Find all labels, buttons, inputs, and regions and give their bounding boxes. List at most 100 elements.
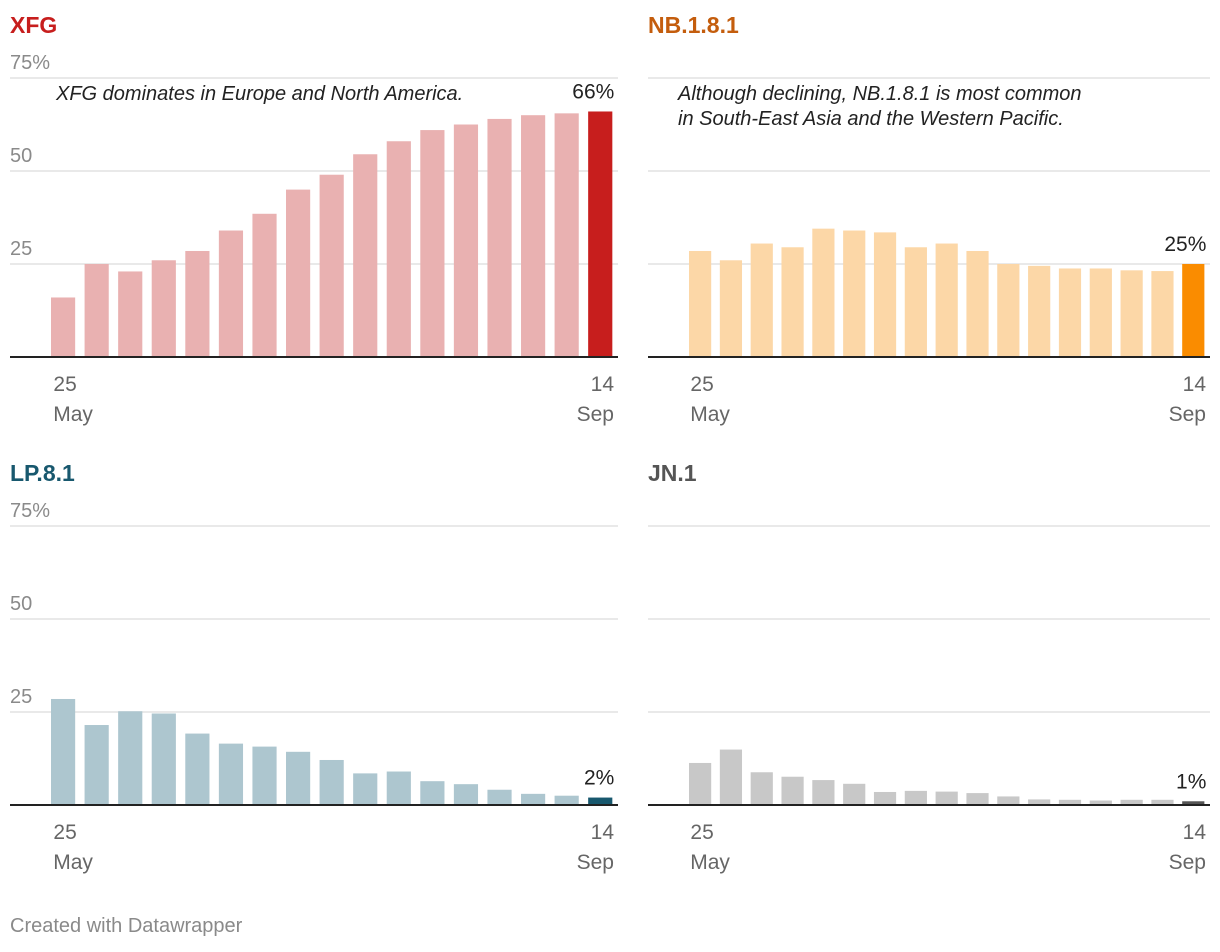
x-label-start-month-xfg: May: [53, 403, 93, 426]
bar-jn-1-12: [1028, 799, 1051, 805]
bar-nb-1-8-1-3: [750, 243, 773, 357]
footer-credit: Created with Datawrapper: [10, 915, 243, 937]
bar-xfg-7: [252, 213, 277, 357]
x-label-start-day-jn-1: 25: [690, 821, 713, 844]
bar-lp-8-1-13: [453, 784, 479, 805]
bar-xfg-9: [319, 174, 344, 357]
bar-lp-8-1-15: [521, 793, 546, 805]
bar-jn-1-3: [750, 772, 773, 805]
x-label-start-month-lp-8-1: May: [53, 851, 93, 874]
x-label-end-month-xfg: Sep: [577, 403, 614, 426]
bar-xfg-5: [185, 250, 210, 357]
bar-lp-8-1-6: [218, 743, 244, 805]
bar-nb-1-8-1-11: [997, 264, 1020, 357]
bar-lp-8-1-3: [118, 711, 143, 805]
bar-nb-1-8-1-10: [966, 250, 989, 357]
bar-jn-1-13: [1058, 799, 1082, 805]
bar-xfg-10: [353, 154, 378, 357]
bar-xfg-12: [420, 130, 445, 357]
bar-nb-1-8-1-17: [1182, 264, 1205, 357]
panel-title-lp-8-1: LP.8.1: [10, 460, 75, 486]
annotation-nb-1-8-1-line-1: Although declining, NB.1.8.1 is most com…: [677, 83, 1082, 105]
bar-nb-1-8-1-13: [1058, 268, 1082, 357]
bar-nb-1-8-1-7: [873, 232, 897, 357]
annotation-nb-1-8-1-line-2: in South-East Asia and the Western Pacif…: [678, 108, 1064, 130]
bar-lp-8-1-1: [51, 698, 76, 805]
panel-title-jn-1: JN.1: [648, 460, 697, 486]
bar-jn-1-16: [1151, 799, 1174, 805]
bar-lp-8-1-9: [319, 759, 344, 805]
y-tick-label-25-lp-8-1: 25: [10, 686, 32, 708]
bar-xfg-3: [118, 271, 143, 357]
y-tick-label-50-lp-8-1: 50: [10, 593, 32, 615]
bar-jn-1-1: [689, 762, 712, 805]
bar-xfg-8: [286, 189, 311, 357]
bar-lp-8-1-14: [487, 789, 512, 805]
bar-xfg-14: [487, 118, 512, 357]
bar-nb-1-8-1-16: [1151, 271, 1174, 357]
y-tick-label-25-xfg: 25: [10, 238, 32, 260]
bar-jn-1-4: [781, 776, 804, 805]
bar-nb-1-8-1-12: [1028, 265, 1051, 357]
panel-title-nb-1-8-1: NB.1.8.1: [648, 12, 739, 38]
bar-lp-8-1-11: [386, 771, 411, 805]
bar-jn-1-15: [1120, 799, 1143, 805]
bar-xfg-2: [84, 264, 109, 357]
bar-lp-8-1-2: [84, 725, 109, 805]
bar-xfg-15: [521, 115, 546, 357]
x-label-end-month-nb-1-8-1: Sep: [1169, 403, 1206, 426]
bar-nb-1-8-1-5: [812, 228, 835, 357]
value-label-xfg: 66%: [572, 80, 614, 103]
bar-jn-1-5: [812, 780, 835, 805]
bar-xfg-1: [51, 297, 76, 357]
bar-xfg-6: [218, 230, 244, 357]
bar-jn-1-6: [843, 783, 866, 805]
bar-lp-8-1-17: [588, 797, 613, 805]
bar-nb-1-8-1-6: [843, 230, 866, 357]
bar-nb-1-8-1-4: [781, 247, 804, 357]
bar-jn-1-10: [966, 793, 989, 805]
x-label-start-day-lp-8-1: 25: [53, 821, 76, 844]
bar-xfg-17: [588, 111, 613, 357]
bar-nb-1-8-1-2: [719, 260, 743, 357]
x-label-start-day-xfg: 25: [53, 373, 76, 396]
bar-jn-1-11: [997, 796, 1020, 805]
x-label-end-day-nb-1-8-1: 14: [1183, 373, 1207, 396]
bar-nb-1-8-1-15: [1120, 270, 1143, 357]
annotation-xfg-line-1: XFG dominates in Europe and North Americ…: [55, 83, 463, 105]
bar-nb-1-8-1-14: [1089, 268, 1112, 357]
y-tick-label-75-xfg: 75%: [10, 52, 50, 74]
value-label-lp-8-1: 2%: [584, 767, 614, 790]
x-label-end-month-jn-1: Sep: [1169, 851, 1206, 874]
value-label-nb-1-8-1: 25%: [1164, 233, 1206, 256]
panel-title-xfg: XFG: [10, 12, 57, 38]
bar-jn-1-9: [935, 791, 958, 805]
y-tick-label-75-lp-8-1: 75%: [10, 500, 50, 522]
value-label-jn-1: 1%: [1176, 770, 1206, 793]
bar-xfg-16: [554, 113, 579, 357]
bar-xfg-13: [453, 124, 479, 357]
bar-lp-8-1-16: [554, 795, 579, 805]
bar-lp-8-1-10: [353, 773, 378, 805]
bar-jn-1-8: [904, 790, 927, 805]
bar-lp-8-1-12: [420, 781, 445, 805]
x-label-end-day-jn-1: 14: [1183, 821, 1207, 844]
bar-lp-8-1-8: [286, 751, 311, 805]
bar-jn-1-14: [1089, 800, 1112, 805]
bar-jn-1-2: [719, 749, 743, 805]
bar-nb-1-8-1-8: [904, 247, 927, 357]
bar-jn-1-17: [1182, 801, 1205, 805]
x-label-start-month-jn-1: May: [690, 851, 730, 874]
x-label-start-month-nb-1-8-1: May: [690, 403, 730, 426]
x-label-end-month-lp-8-1: Sep: [577, 851, 614, 874]
x-label-end-day-lp-8-1: 14: [591, 821, 615, 844]
bar-xfg-4: [151, 260, 176, 357]
y-tick-label-50-xfg: 50: [10, 145, 32, 167]
bar-lp-8-1-4: [151, 713, 176, 805]
bar-jn-1-7: [873, 791, 897, 805]
x-label-end-day-xfg: 14: [591, 373, 615, 396]
bar-lp-8-1-7: [252, 746, 277, 805]
bar-nb-1-8-1-1: [689, 250, 712, 357]
bar-xfg-11: [386, 141, 411, 357]
